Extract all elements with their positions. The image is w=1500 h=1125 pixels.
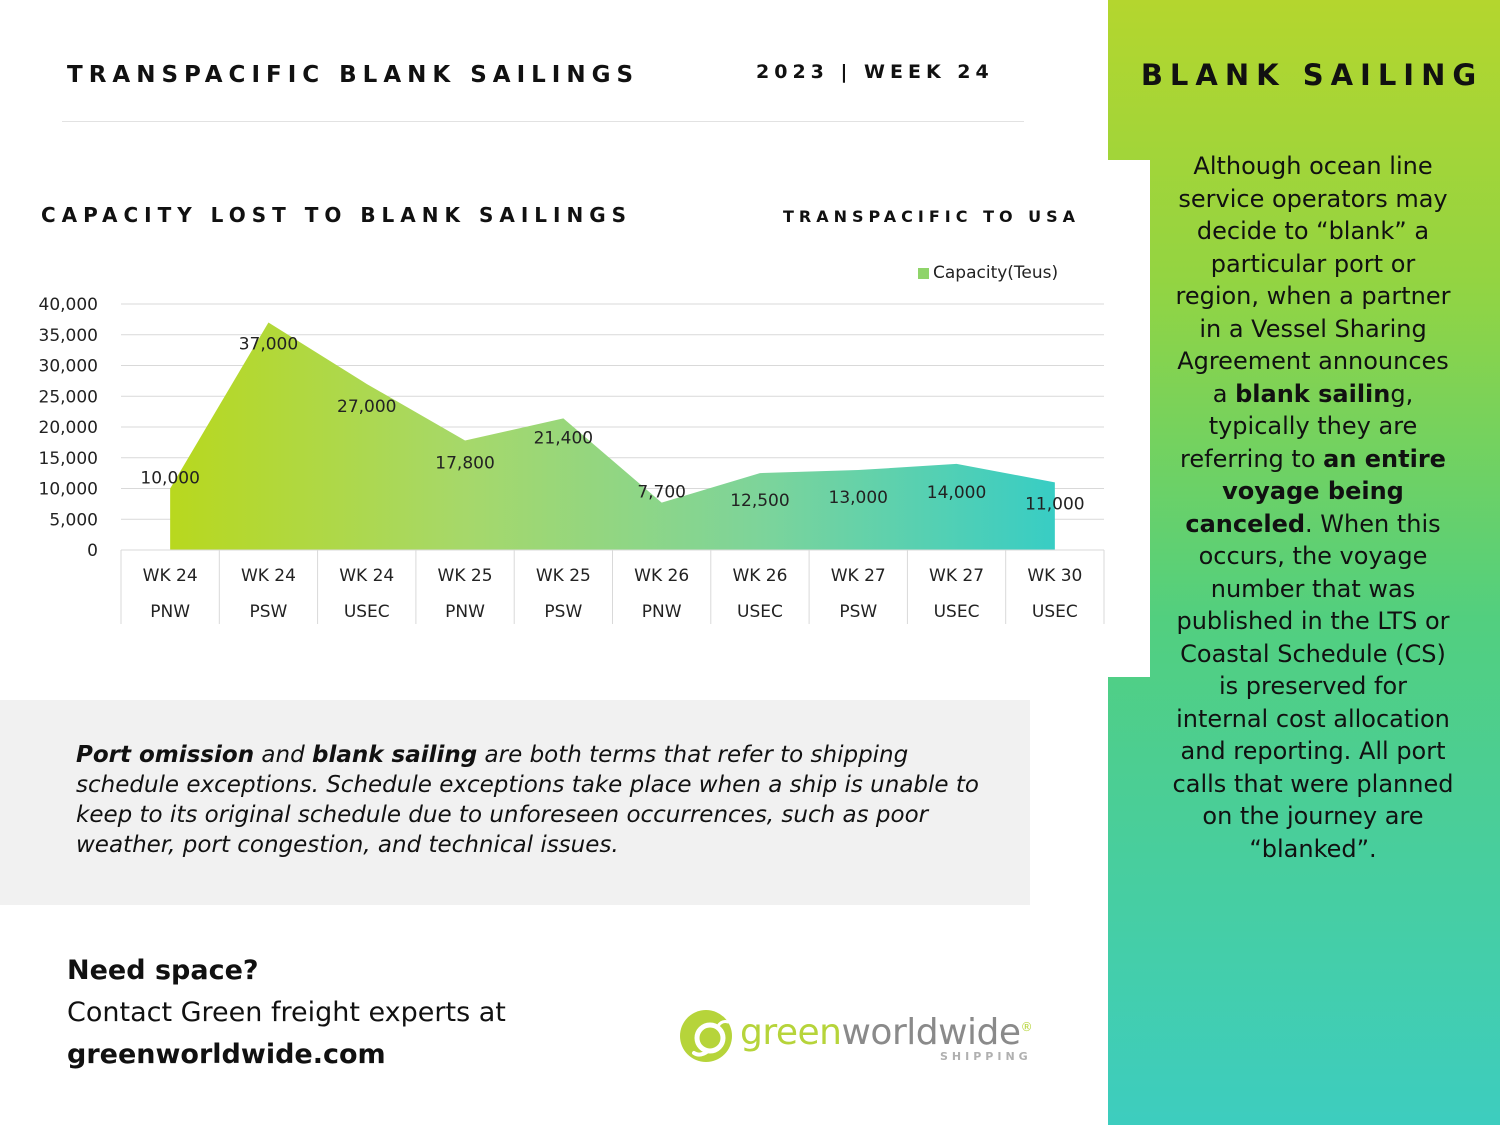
x-tick-label-region: PSW — [250, 602, 288, 622]
y-tick-label: 10,000 — [39, 480, 98, 500]
side-bold-blank-sailing: blank sailin — [1235, 379, 1391, 408]
info-and: and — [254, 742, 312, 768]
x-tick-label-week: WK 30 — [1027, 566, 1082, 586]
contact-cta: Need space? Contact Green freight expert… — [67, 950, 506, 1076]
week-label: 2023 | WEEK 24 — [756, 61, 994, 83]
x-tick-label-region: PNW — [642, 602, 682, 622]
side-bold-voyage-canceled: an entire voyage being canceled — [1185, 444, 1446, 538]
info-term-blank-sailing: blank sailing — [312, 742, 478, 768]
cta-website-link[interactable]: greenworldwide.com — [67, 1039, 386, 1070]
cta-heading: Need space? — [67, 955, 259, 986]
data-label: 37,000 — [239, 334, 298, 354]
info-term-port-omission: Port omission — [76, 742, 255, 768]
data-label: 12,500 — [730, 491, 789, 511]
y-tick-label: 40,000 — [39, 295, 98, 315]
data-label: 7,700 — [637, 483, 686, 503]
y-tick-label: 0 — [87, 541, 98, 561]
x-tick-label-region: USEC — [934, 602, 980, 622]
x-tick-label-region: PSW — [544, 602, 582, 622]
x-tick-label-region: PNW — [445, 602, 485, 622]
capacity-area-chart: 0 5,000 10,000 15,000 20,000 25,000 30,000 35,0… — [39, 295, 1105, 624]
x-tick-label-region: USEC — [737, 602, 783, 622]
x-tick-label-week: WK 26 — [732, 566, 787, 586]
page-title: TRANSPACIFIC BLANK SAILINGS — [67, 62, 640, 88]
logo-subtitle: SHIPPING — [940, 1050, 1032, 1063]
x-tick-label-week: WK 25 — [536, 566, 591, 586]
x-tick-label-week: WK 24 — [143, 566, 198, 586]
x-tick-label-week: WK 25 — [438, 566, 493, 586]
header-divider — [62, 121, 1024, 122]
x-tick-label-week: WK 24 — [241, 566, 296, 586]
info-text: Port omission and blank sailing are both… — [76, 740, 1006, 860]
x-tick-label-region: USEC — [1032, 602, 1078, 622]
legend-swatch — [918, 267, 929, 279]
y-tick-label: 25,000 — [39, 387, 98, 407]
x-tick-label-week: WK 26 — [634, 566, 689, 586]
data-label: 13,000 — [829, 488, 888, 508]
x-tick-label-week: WK 27 — [831, 566, 886, 586]
area-series-capacity — [170, 322, 1055, 550]
x-tick-label-week: WK 27 — [929, 566, 984, 586]
side-panel-text: Although ocean line service operators ma… — [1172, 152, 1454, 863]
side-panel-title: BLANK SAILING — [1140, 58, 1484, 92]
x-tick-label-week: WK 24 — [339, 566, 394, 586]
data-label: 10,000 — [140, 469, 199, 489]
data-label: 17,800 — [435, 454, 494, 474]
info-body: are both terms that refer to shipping sc… — [76, 742, 979, 858]
chart-legend: Capacity(Teus) — [918, 263, 1058, 283]
x-tick-label-region: USEC — [344, 602, 390, 622]
x-tick-label-region: PNW — [150, 602, 190, 622]
chart-subtitle: TRANSPACIFIC TO USA — [783, 207, 1081, 226]
side-panel — [1108, 0, 1500, 1125]
legend-label: Capacity(Teus) — [933, 263, 1059, 283]
y-tick-label: 5,000 — [49, 510, 98, 530]
data-label: 27,000 — [337, 397, 396, 417]
data-label: 14,000 — [927, 483, 986, 503]
y-tick-label: 15,000 — [39, 449, 98, 469]
data-label: 21,400 — [534, 428, 593, 448]
side-panel-notch — [1108, 160, 1150, 677]
info-box — [0, 700, 1030, 905]
y-tick-label: 20,000 — [39, 418, 98, 438]
data-label: 11,000 — [1025, 494, 1084, 514]
logo-wordmark: greenworldwide® — [740, 1012, 1033, 1053]
greenworldwide-logo: greenworldwide® SHIPPING — [678, 1008, 1050, 1068]
x-tick-label-region: PSW — [839, 602, 877, 622]
cta-body: Contact Green freight experts at — [67, 997, 506, 1028]
chart-title: CAPACITY LOST TO BLANK SAILINGS — [41, 203, 633, 227]
y-tick-label: 30,000 — [39, 357, 98, 377]
green-g-icon — [680, 1010, 732, 1062]
y-tick-label: 35,000 — [39, 326, 98, 346]
